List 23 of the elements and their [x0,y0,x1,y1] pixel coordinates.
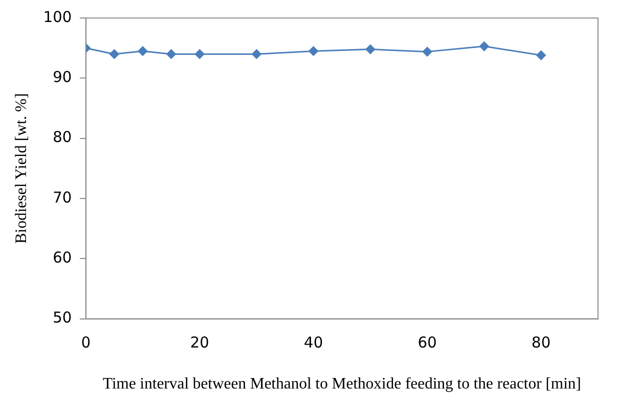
x-tick-label: 80 [532,334,551,352]
x-tick-label: 0 [81,334,91,352]
x-tick-label: 20 [190,334,210,352]
y-tick-label: 80 [52,128,72,146]
y-tick-label: 90 [52,68,72,86]
point [422,46,432,56]
y-tick-label: 60 [52,248,72,267]
point [308,46,318,56]
y-tick-label: 100 [43,8,72,26]
x-tick-label: 40 [304,334,324,352]
point [536,50,546,60]
y-tick-label: 70 [52,188,72,206]
point [194,49,204,59]
y-tick-label: 50 [52,308,72,327]
point [252,49,262,59]
y-axis-title: Biodiesel Yield [wt. %] [12,93,30,244]
point [138,46,148,56]
point [479,42,489,52]
point [166,49,176,59]
point [110,49,120,59]
point [366,44,376,54]
x-axis-title: Time interval between Methanol to Methoxide feeding to the reactor [min] [102,376,582,393]
x-tick-label: 60 [418,334,437,352]
